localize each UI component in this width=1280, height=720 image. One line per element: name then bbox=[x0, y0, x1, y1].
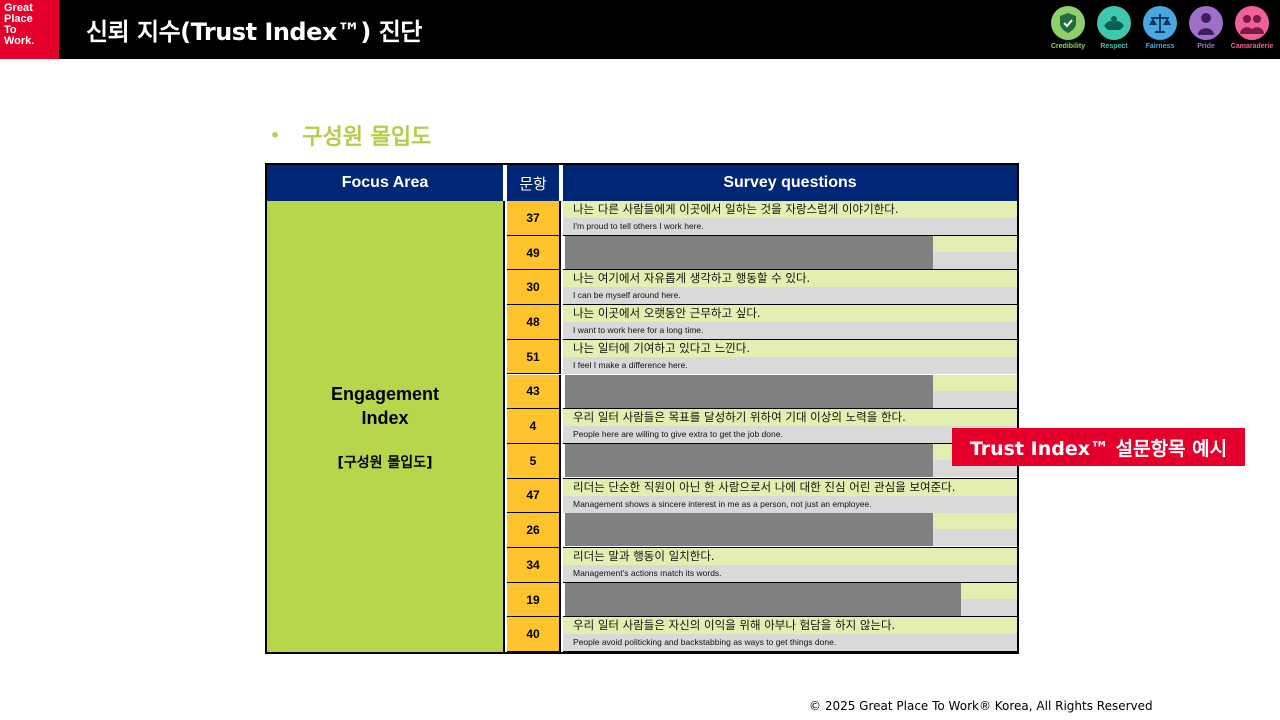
fairness-label: Fairness bbox=[1145, 43, 1175, 50]
question-number: 48 bbox=[507, 305, 561, 340]
question-number: 34 bbox=[507, 548, 561, 583]
respect-icon bbox=[1097, 6, 1131, 40]
survey-table: Focus Area 문항 Survey questions Engagemen… bbox=[265, 163, 1019, 654]
row-fill bbox=[933, 390, 1017, 408]
focus-area-cell: Engagement Index [구성원 몰입도] bbox=[267, 201, 505, 652]
dimension-icons: Credibility Respect Fairness Pride Camar… bbox=[1048, 6, 1274, 50]
question-english: People avoid politicking and backstabbin… bbox=[563, 634, 1017, 652]
logo-line: To bbox=[4, 24, 17, 36]
credibility-item: Credibility bbox=[1048, 6, 1088, 50]
gptw-logo: Great Place To Work. bbox=[0, 0, 59, 59]
credibility-icon bbox=[1051, 6, 1085, 40]
question-korean: 리더는 말과 행동이 일치한다. bbox=[563, 548, 1017, 565]
respect-label: Respect bbox=[1100, 43, 1128, 50]
question-row: 리더는 단순한 직원이 아닌 한 사람으로서 나에 대한 진심 어린 관심을 보… bbox=[563, 478, 1017, 514]
section-title: • 구성원 몰입도 bbox=[270, 119, 431, 151]
question-korean: 리더는 단순한 직원이 아닌 한 사람으로서 나에 대한 진심 어린 관심을 보… bbox=[563, 478, 1017, 496]
question-row bbox=[563, 374, 1017, 410]
redacted-question-block bbox=[565, 513, 933, 547]
pride-label: Pride bbox=[1197, 43, 1215, 50]
fairness-icon bbox=[1143, 6, 1177, 40]
focus-area-name: Engagement Index bbox=[331, 382, 439, 430]
question-english: Management's actions match its words. bbox=[563, 565, 1017, 582]
question-number: 47 bbox=[507, 478, 561, 514]
bullet-dot-icon: • bbox=[270, 126, 281, 145]
redacted-question-block bbox=[565, 374, 933, 408]
row-fill bbox=[933, 235, 1017, 252]
camaraderie-icon bbox=[1235, 6, 1269, 40]
question-row: 나는 다른 사람들에게 이곳에서 일하는 것을 자랑스럽게 이야기한다. I'm … bbox=[563, 201, 1017, 236]
question-english: I'm proud to tell others I work here. bbox=[563, 218, 1017, 235]
question-korean: 나는 일터에 기여하고 있다고 느낀다. bbox=[563, 339, 1017, 357]
row-fill bbox=[933, 251, 1017, 269]
question-number: 37 bbox=[507, 201, 561, 236]
question-row bbox=[563, 582, 1017, 618]
question-row: 나는 여기에서 자유롭게 생각하고 행동할 수 있다. I can be myse… bbox=[563, 270, 1017, 306]
redacted-question-block bbox=[565, 443, 933, 477]
copyright-footer: © 2025 Great Place To Work® Korea, All R… bbox=[809, 699, 1153, 713]
question-row: 우리 일터 사람들은 목표를 달성하기 위하여 기대 이상의 노력을 한다. Pe… bbox=[563, 409, 1017, 444]
question-korean: 나는 이곳에서 오랫동안 근무하고 싶다. bbox=[563, 305, 1017, 323]
header-survey-questions: Survey questions bbox=[563, 165, 1017, 201]
logo-line: Great bbox=[4, 2, 33, 14]
logo-line: Place bbox=[4, 13, 33, 25]
question-english: People here are willing to give extra to… bbox=[563, 426, 1017, 444]
question-number: 19 bbox=[507, 582, 561, 618]
question-korean: 우리 일터 사람들은 목표를 달성하기 위하여 기대 이상의 노력을 한다. bbox=[563, 409, 1017, 427]
credibility-label: Credibility bbox=[1050, 43, 1086, 50]
camaraderie-item: Camaraderie bbox=[1230, 6, 1274, 50]
question-english: I can be myself around here. bbox=[563, 287, 1017, 305]
row-fill bbox=[933, 374, 1017, 391]
question-number: 51 bbox=[507, 339, 561, 375]
question-english: Management shows a sincere interest in m… bbox=[563, 495, 1017, 513]
header-bar: Great Place To Work. 신뢰 지수(Trust Index™)… bbox=[0, 0, 1280, 59]
question-number: 43 bbox=[507, 374, 561, 410]
question-row bbox=[563, 513, 1017, 548]
redacted-question-block bbox=[565, 582, 961, 616]
question-row: 우리 일터 사람들은 자신의 이익을 위해 아부나 험담을 하지 않는다. Peo… bbox=[563, 617, 1017, 653]
question-number: 4 bbox=[507, 409, 561, 444]
question-english: I want to work here for a long time. bbox=[563, 322, 1017, 340]
question-english: I feel I make a difference here. bbox=[563, 356, 1017, 374]
respect-item: Respect bbox=[1094, 6, 1134, 50]
fairness-item: Fairness bbox=[1140, 6, 1180, 50]
logo-line: Work. bbox=[4, 35, 35, 47]
camaraderie-label: Camaraderie bbox=[1230, 43, 1274, 50]
question-row: 나는 이곳에서 오랫동안 근무하고 싶다. I want to work here… bbox=[563, 305, 1017, 340]
question-row: 리더는 말과 행동이 일치한다. Management's actions mat… bbox=[563, 548, 1017, 583]
focus-area-korean: [구성원 몰입도] bbox=[337, 454, 433, 471]
row-fill bbox=[933, 513, 1017, 530]
header-focus-area: Focus Area bbox=[267, 165, 505, 201]
question-number: 5 bbox=[507, 443, 561, 479]
question-korean: 우리 일터 사람들은 자신의 이익을 위해 아부나 험담을 하지 않는다. bbox=[563, 617, 1017, 635]
focus-name-line: Index bbox=[361, 407, 409, 428]
question-korean: 나는 여기에서 자유롭게 생각하고 행동할 수 있다. bbox=[563, 270, 1017, 288]
focus-name-line: Engagement bbox=[330, 383, 440, 404]
row-fill bbox=[961, 582, 1017, 599]
page-title: 신뢰 지수(Trust Index™) 진단 bbox=[86, 18, 422, 46]
question-number: 26 bbox=[507, 513, 561, 548]
question-row bbox=[563, 235, 1017, 271]
section-title-text: 구성원 몰입도 bbox=[302, 125, 432, 150]
header-number: 문항 bbox=[507, 165, 561, 201]
question-korean: 나는 다른 사람들에게 이곳에서 일하는 것을 자랑스럽게 이야기한다. bbox=[563, 201, 1017, 218]
pride-item: Pride bbox=[1186, 6, 1226, 50]
redacted-question-block bbox=[565, 235, 933, 269]
question-row: 나는 일터에 기여하고 있다고 느낀다. I feel I make a diff… bbox=[563, 339, 1017, 375]
pride-icon bbox=[1189, 6, 1223, 40]
row-fill bbox=[933, 529, 1017, 547]
callout-badge: Trust Index™ 설문항목 예시 bbox=[952, 428, 1245, 466]
question-number: 49 bbox=[507, 235, 561, 271]
question-number: 30 bbox=[507, 270, 561, 306]
question-number: 40 bbox=[507, 617, 561, 653]
row-fill bbox=[961, 598, 1017, 616]
question-row bbox=[563, 443, 1017, 479]
